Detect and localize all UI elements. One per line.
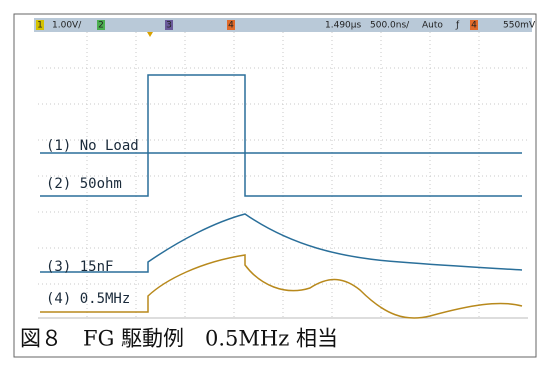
trace-label: (4) 0.5MHz — [46, 291, 130, 307]
timebase: 500.0ns/ — [370, 21, 410, 31]
caption: 図８ FG 駆動例 0.5MHz 相当 — [20, 327, 338, 351]
ch4: 4 — [228, 21, 234, 31]
trace-label: (1) No Load — [46, 138, 139, 154]
ch1-scale: 1.00V/ — [52, 21, 82, 31]
ch3: 3 — [166, 21, 172, 31]
mode: Auto — [422, 21, 443, 31]
delay: 1.490µs — [325, 21, 361, 31]
trig-ch: 4 — [471, 21, 477, 31]
ch2: 2 — [98, 21, 104, 31]
trace-label: (3) 15nF — [46, 259, 113, 275]
trig-level: 550mV — [503, 21, 536, 31]
screenshot: 1 1.00V/ 2 3 4 1.490µs 500.0ns/ Auto ƒ 4… — [0, 0, 550, 368]
page: 1 1.00V/ 2 3 4 1.490µs 500.0ns/ Auto ƒ 4… — [0, 0, 550, 368]
ch1: 1 — [37, 21, 43, 31]
trace-label: (2) 50ohm — [46, 176, 122, 192]
